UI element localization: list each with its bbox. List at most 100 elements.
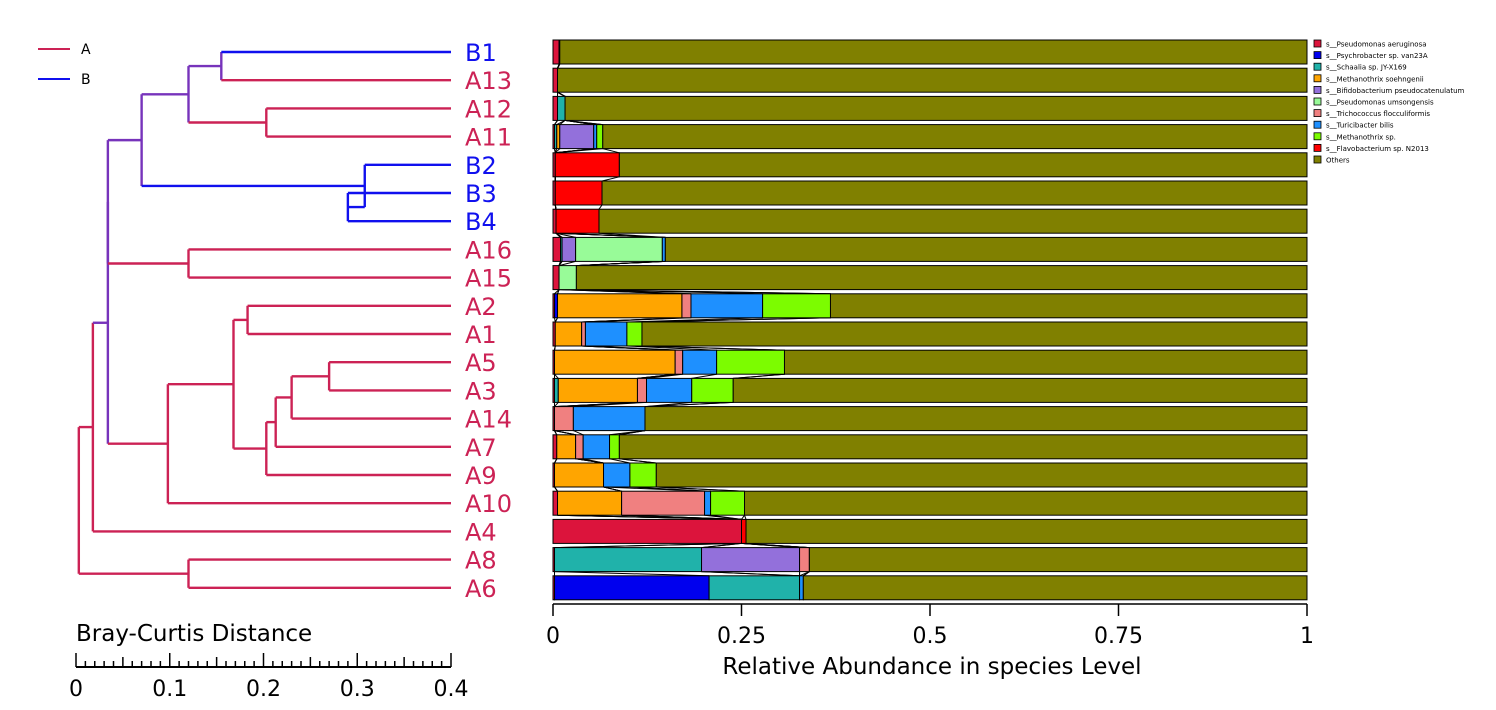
- bar-segment-A3: [645, 377, 693, 403]
- bar-connector: [710, 514, 742, 520]
- bar-segment-A2: [681, 293, 692, 319]
- bar-connector: [555, 232, 576, 238]
- dendrogram: [77, 50, 451, 589]
- bar-segment-A4: [741, 518, 747, 544]
- sample-label-A8: A8: [465, 547, 497, 575]
- bar-segment-A10: [710, 490, 746, 516]
- bar-segment-A5: [674, 349, 684, 375]
- bar-connector: [554, 204, 557, 210]
- distance-tick-label: 0.4: [434, 677, 469, 702]
- bar-segment-A5: [554, 349, 676, 375]
- species-legend-swatch: [1313, 109, 1322, 117]
- bar-segment-A14: [644, 406, 1308, 432]
- bar-segment-A12: [552, 95, 559, 121]
- sample-labels: B1A13A12A11B2B3B4A16A15A2A1A5A3A14A7A9A1…: [465, 39, 512, 603]
- bar-segment-A10: [552, 490, 559, 516]
- bar-connector: [644, 401, 734, 408]
- sample-label-A6: A6: [465, 575, 497, 603]
- bar-connector: [558, 261, 563, 266]
- bar-connector: [585, 317, 692, 323]
- species-legend-label: s__Methanothrix soehngenii: [1326, 75, 1424, 83]
- bar-connector: [554, 120, 558, 125]
- bar-segment-A2: [829, 293, 1308, 319]
- bar-segment-A11: [602, 124, 1308, 150]
- bar-segment-A10: [704, 490, 712, 516]
- bar-connector: [691, 373, 717, 379]
- bar-connector: [701, 571, 800, 577]
- bar-connector: [573, 430, 584, 436]
- bar-segment-A16: [664, 236, 1308, 262]
- bar-connector: [554, 401, 638, 408]
- sample-label-A14: A14: [465, 406, 512, 434]
- sample-label-A4: A4: [465, 518, 497, 546]
- bar-segment-B4: [555, 208, 600, 234]
- bar-connector: [573, 401, 647, 408]
- distance-tick-label: 0.1: [152, 677, 187, 702]
- x-tick-label: 0.75: [1094, 624, 1143, 649]
- bar-segment-A7: [618, 434, 1308, 460]
- bar-connector: [559, 120, 566, 125]
- sample-label-A11: A11: [465, 124, 512, 152]
- species-legend-swatch: [1313, 120, 1322, 129]
- bar-connector: [621, 514, 742, 520]
- distance-tick-label: 0: [69, 677, 83, 702]
- bar-segment-A15: [558, 265, 577, 291]
- bar-connector: [554, 402, 559, 407]
- bar-segment-A10: [621, 490, 706, 516]
- bar-segment-A10: [557, 490, 623, 516]
- bar-segment-A14: [572, 406, 646, 432]
- sample-label-A16: A16: [465, 236, 512, 264]
- bar-connector: [602, 148, 620, 154]
- x-axis-title: Relative Abundance in species Level: [722, 654, 1141, 680]
- group-legend-label: B: [81, 72, 91, 88]
- x-tick-label: 0.5: [913, 624, 948, 649]
- bar-connector: [741, 514, 745, 520]
- distance-tick-label: 0.2: [246, 677, 281, 702]
- bar-connector: [576, 260, 666, 267]
- bar-segment-A8: [799, 547, 810, 573]
- bar-segment-A3: [732, 377, 1308, 403]
- bar-connector: [626, 317, 763, 323]
- species-legend-swatch: [1313, 86, 1322, 94]
- sample-label-A2: A2: [465, 293, 497, 321]
- bar-segment-A9: [603, 462, 631, 488]
- bar-connector: [701, 542, 742, 549]
- species-legend-swatch: [1313, 155, 1322, 164]
- bar-connector: [554, 430, 558, 436]
- bar-connector: [601, 176, 620, 182]
- bar-connector: [598, 232, 666, 238]
- species-legend-label: s__Turicibacter bilis: [1326, 122, 1394, 130]
- bar-connector: [598, 204, 603, 210]
- bar-segment-B4: [598, 208, 1308, 234]
- species-legend-label: s__Methanothrix sp.: [1326, 133, 1396, 141]
- sample-label-A9: A9: [465, 462, 497, 490]
- x-axis: Relative Abundance in species Level 0 0.2…: [546, 603, 1314, 680]
- bar-segment-A11: [596, 124, 604, 150]
- bar-segment-A1: [581, 321, 586, 347]
- bar-segment-B1: [559, 39, 1308, 65]
- bar-connector: [554, 430, 576, 436]
- species-legend-swatch: [1313, 74, 1322, 83]
- bar-segment-A1: [584, 321, 628, 347]
- bar-segment-A14: [554, 406, 574, 432]
- bar-segment-A6: [799, 575, 804, 601]
- species-legend-label: s__Schaalia sp. JY-X169: [1326, 64, 1407, 72]
- bar-connector: [641, 317, 831, 323]
- bar-connector: [619, 430, 646, 436]
- sample-label-B2: B2: [465, 152, 497, 180]
- species-legend-label: s__Psychrobacter sp. van23A: [1326, 52, 1428, 60]
- sample-label-A10: A10: [465, 490, 512, 518]
- species-legend-swatch: [1313, 39, 1322, 48]
- bar-segment-A9: [554, 462, 605, 488]
- species-legend-swatch: [1313, 51, 1322, 59]
- bar-segment-A12: [557, 95, 566, 121]
- sample-label-A5: A5: [465, 349, 497, 377]
- bar-connector: [557, 91, 566, 97]
- sample-label-B3: B3: [465, 180, 497, 208]
- bar-segment-A9: [655, 462, 1308, 488]
- bar-segment-A13: [552, 67, 559, 93]
- bar-connector: [565, 119, 603, 126]
- bar-connector: [558, 260, 576, 267]
- bar-segment-A6: [802, 575, 1308, 601]
